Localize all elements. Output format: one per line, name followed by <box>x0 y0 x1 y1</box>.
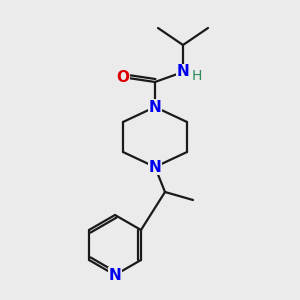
Text: O: O <box>116 70 130 86</box>
Text: N: N <box>148 160 161 175</box>
Text: N: N <box>148 100 161 115</box>
Text: N: N <box>109 268 122 283</box>
Text: H: H <box>192 69 202 83</box>
Text: N: N <box>177 64 189 80</box>
